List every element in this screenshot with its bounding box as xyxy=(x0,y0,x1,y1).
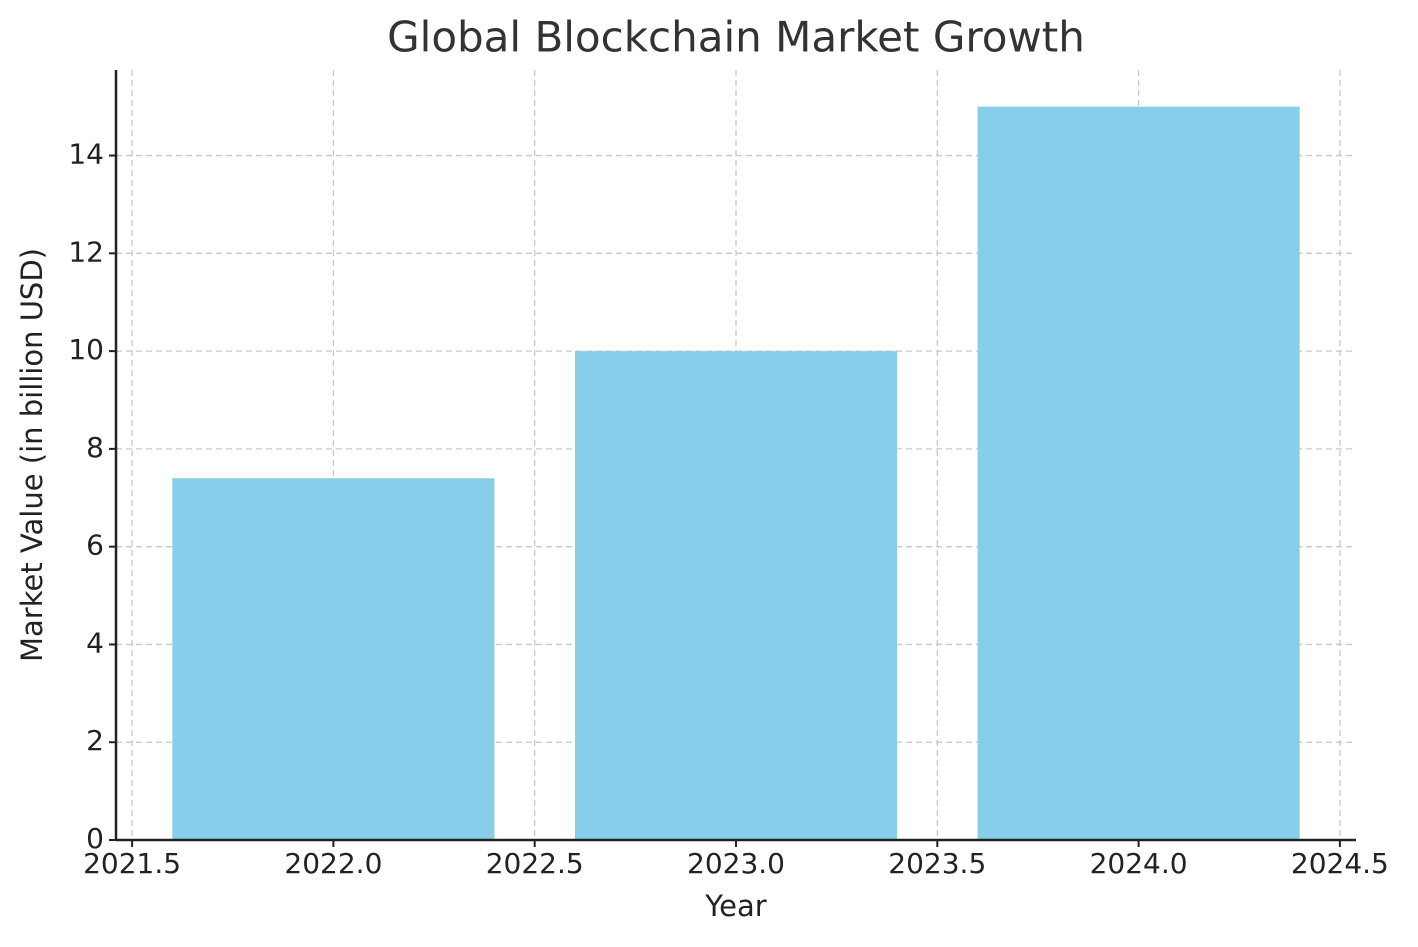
x-tick-label: 2021.5 xyxy=(83,847,181,880)
x-axis-label: Year xyxy=(704,889,766,923)
y-tick-label: 12 xyxy=(68,235,104,268)
bar xyxy=(977,106,1300,840)
x-tick-label: 2024.0 xyxy=(1090,847,1188,880)
x-tick-label: 2024.5 xyxy=(1291,847,1389,880)
bar xyxy=(172,478,495,840)
y-tick-label: 0 xyxy=(86,822,104,855)
y-tick-label: 14 xyxy=(68,138,104,171)
x-tick-label: 2023.5 xyxy=(888,847,986,880)
y-tick-label: 8 xyxy=(86,431,104,464)
chart-title: Global Blockchain Market Growth xyxy=(387,13,1085,62)
x-tick-label: 2023.0 xyxy=(687,847,785,880)
x-tick-label: 2022.0 xyxy=(284,847,382,880)
x-tick-label: 2022.5 xyxy=(486,847,584,880)
y-tick-label: 6 xyxy=(86,529,104,562)
y-tick-label: 10 xyxy=(68,333,104,366)
y-tick-label: 4 xyxy=(86,626,104,659)
y-axis-label: Market Value (in billion USD) xyxy=(15,248,49,662)
bar xyxy=(574,351,898,840)
y-tick-label: 2 xyxy=(86,724,104,757)
